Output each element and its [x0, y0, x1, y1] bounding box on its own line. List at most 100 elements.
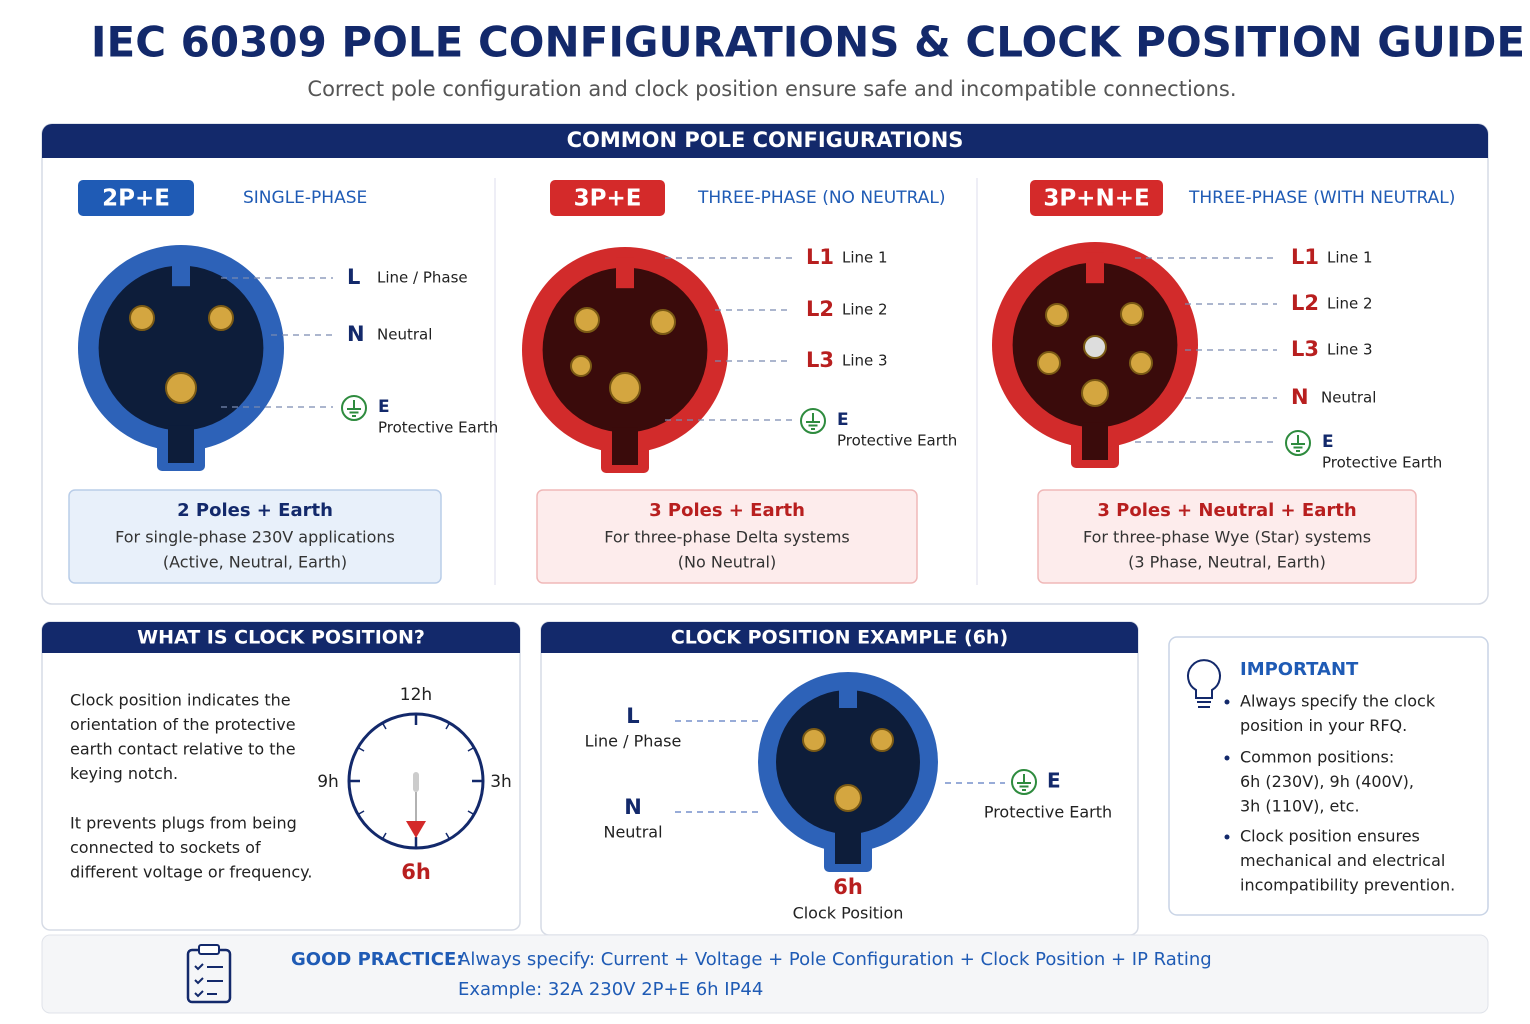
dial-tick [467, 810, 475, 816]
dial-label: 9h [317, 772, 339, 792]
pin [802, 728, 826, 752]
pin-code: L2 [1291, 291, 1319, 315]
practice-label: GOOD PRACTICE: [291, 949, 463, 970]
pin-name: Line / Phase [377, 269, 468, 287]
dial-tick [381, 832, 387, 840]
panel-header [42, 124, 1488, 158]
important-line: 3h (110V), etc. [1240, 797, 1360, 816]
pin-code: L [626, 704, 639, 728]
bullet [1224, 755, 1230, 761]
summary-box [536, 489, 918, 584]
pin-code: L1 [1291, 245, 1319, 269]
pin [609, 372, 641, 404]
earth-icon [1285, 430, 1311, 456]
paragraph-line: different voltage or frequency. [70, 863, 312, 882]
practice-text: Always specify: Current + Voltage + Pole… [458, 949, 1212, 970]
pin-name: Neutral [377, 326, 432, 344]
pin-code: L1 [806, 245, 834, 269]
pin-name: Line 3 [842, 352, 888, 370]
pin-code: L3 [806, 348, 834, 372]
pin-name: Protective Earth [1322, 454, 1442, 472]
dial-label: 12h [400, 685, 432, 705]
earth-icon [1011, 769, 1037, 795]
summary-box [68, 489, 442, 584]
plug-face [776, 690, 920, 834]
important-line: Always specify the clock [1240, 692, 1436, 711]
pin-code: E [378, 397, 390, 417]
pin-name: Line 1 [1327, 249, 1373, 267]
summary-title: 2 Poles + Earth [177, 500, 333, 521]
summary-line: (3 Phase, Neutral, Earth) [1128, 553, 1326, 572]
earth-icon [806, 413, 820, 430]
important-box [1168, 636, 1489, 916]
pin-code: L2 [806, 297, 834, 321]
dial-tick [381, 722, 387, 730]
plug-notch-inner [835, 829, 861, 864]
paragraph-line: Clock position indicates the [70, 691, 291, 710]
important-title: IMPORTANT [1240, 659, 1359, 680]
pin [834, 784, 862, 812]
pin-name: Neutral [603, 823, 662, 842]
panel-title: COMMON POLE CONFIGURATIONS [567, 128, 964, 152]
paragraph-line: It prevents plugs from being [70, 814, 297, 833]
earth-icon [341, 395, 367, 421]
subtitle: Correct pole configuration and clock pos… [307, 77, 1236, 101]
pin-code: L [347, 265, 360, 289]
pin [1120, 302, 1144, 326]
pin [129, 305, 155, 331]
pin [1081, 379, 1109, 407]
summary-line: For three-phase Wye (Star) systems [1083, 528, 1371, 547]
plug-key [172, 255, 190, 287]
dial-marker [406, 821, 426, 838]
plug-key [616, 257, 634, 289]
pin [208, 305, 234, 331]
pin-name: Line 2 [842, 301, 888, 319]
panel-header [541, 622, 1138, 653]
panel-header [42, 622, 520, 653]
position-label: 6h [833, 875, 863, 899]
dial-tick [357, 810, 365, 816]
pin-name: Line / Phase [585, 732, 682, 751]
important-line: position in your RFQ. [1240, 716, 1407, 735]
config-type: THREE-PHASE (WITH NEUTRAL) [1188, 188, 1455, 208]
pin [650, 309, 676, 335]
dial-hand [413, 772, 419, 792]
summary-line: (No Neutral) [678, 553, 776, 572]
plug-key [1086, 252, 1104, 284]
earth-icon [1291, 435, 1305, 452]
plug-notch-inner [168, 425, 194, 463]
pin-code: L3 [1291, 337, 1319, 361]
plug-face [542, 267, 708, 433]
clipboard-icon [198, 944, 220, 955]
pin [1083, 335, 1107, 359]
earth-icon [347, 400, 361, 417]
plug-key [839, 681, 857, 708]
plug-notch-inner [1082, 422, 1108, 460]
important-line: Clock position ensures [1240, 827, 1420, 846]
dial-tick [357, 746, 365, 752]
practice-box [41, 934, 1489, 1014]
panel-title: WHAT IS CLOCK POSITION? [137, 627, 425, 649]
practice-example: Example: 32A 230V 2P+E 6h IP44 [458, 979, 763, 1000]
badge [550, 180, 665, 216]
bullet [1224, 699, 1230, 705]
pin-name: Line 3 [1327, 341, 1373, 359]
pin [1045, 303, 1069, 327]
badge-text: 2P+E [102, 186, 170, 212]
pin-code: E [1322, 432, 1334, 452]
title: IEC 60309 POLE CONFIGURATIONS & CLOCK PO… [91, 18, 1525, 67]
summary-title: 3 Poles + Neutral + Earth [1097, 500, 1356, 521]
pin-name: Protective Earth [837, 432, 957, 450]
summary-line: (Active, Neutral, Earth) [163, 553, 347, 572]
paragraph-line: keying notch. [70, 764, 178, 783]
pin-name: Neutral [1321, 389, 1376, 407]
pin [1037, 351, 1061, 375]
panel-title: CLOCK POSITION EXAMPLE (6h) [671, 627, 1008, 649]
plug-face [98, 265, 264, 431]
pin-name: Protective Earth [378, 419, 498, 437]
badge [1030, 180, 1163, 216]
badge [78, 180, 194, 216]
clipboard-icon [194, 963, 223, 998]
important-line: incompatibility prevention. [1240, 876, 1455, 895]
